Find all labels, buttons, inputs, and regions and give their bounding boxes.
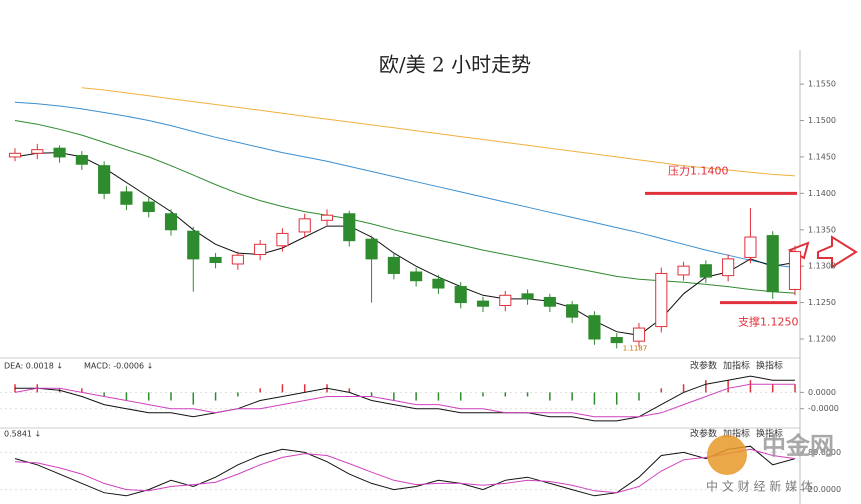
candle-body xyxy=(142,201,155,213)
toolbar-button[interactable]: 改参数 xyxy=(690,360,717,372)
annotation-label: 压力1.1400 xyxy=(668,164,729,177)
toolbar-button[interactable]: 改参数 xyxy=(690,428,717,440)
candle-body xyxy=(543,296,556,307)
candle-body xyxy=(677,265,690,276)
chart-title: 欧/美 2 小时走势 xyxy=(379,53,531,77)
candle-body xyxy=(476,300,490,307)
y-tick-label: 1.1350 xyxy=(808,225,836,234)
watermark-logo: 中金网 xyxy=(762,432,834,460)
candle-body xyxy=(387,256,400,274)
candle-body xyxy=(320,214,334,221)
candle-body xyxy=(53,147,66,158)
toolbar-button[interactable]: 加指标 xyxy=(723,360,750,372)
indicator-header: DEA: 0.0018 ↓ xyxy=(4,362,63,371)
candle-body xyxy=(164,213,178,231)
watermark-logo-icon xyxy=(707,435,747,475)
candle-body xyxy=(98,165,111,194)
candle-body xyxy=(365,238,378,260)
candle-body xyxy=(454,286,467,304)
y-tick-label: 1.1300 xyxy=(808,262,836,271)
candle-body xyxy=(254,243,267,256)
indicator-line xyxy=(14,448,796,494)
toolbar-button[interactable]: 换指标 xyxy=(756,428,783,440)
candle-body xyxy=(566,304,579,318)
watermark: 中金网 中 文 财 经 新 媒 体 xyxy=(706,432,834,494)
candle-body xyxy=(187,230,200,260)
candle-body xyxy=(588,315,601,340)
indicator-line xyxy=(81,87,796,177)
candle-body xyxy=(276,232,289,247)
candle-body xyxy=(298,218,311,233)
candle-body xyxy=(699,264,712,278)
candle-body xyxy=(610,337,623,344)
low-label: 1.1187 xyxy=(623,344,648,352)
candle-body xyxy=(231,254,244,265)
y-tick-label: 1.1450 xyxy=(808,152,836,161)
candle-body xyxy=(31,149,44,154)
candle-body xyxy=(744,236,757,258)
candle-body xyxy=(655,272,668,328)
y-tick-label: 80.0000 xyxy=(808,448,841,457)
candle-body xyxy=(410,271,423,282)
candle-body xyxy=(209,256,222,264)
candle-body xyxy=(120,191,133,205)
y-tick-label: 1.1500 xyxy=(808,116,836,125)
candle-body xyxy=(788,251,802,290)
candle-body xyxy=(432,278,445,289)
indicator-header: MACD: -0.0006 ↓ xyxy=(84,362,153,371)
candle-body xyxy=(75,154,88,165)
y-tick-label: 20.0000 xyxy=(808,485,841,494)
candle-body xyxy=(343,213,356,242)
indicator-line xyxy=(14,101,796,269)
indicator-line xyxy=(14,383,795,418)
y-tick-label: 1.1400 xyxy=(808,189,836,198)
toolbar-button[interactable]: 换指标 xyxy=(756,360,783,372)
watermark-slogan: 中 文 财 经 新 媒 体 xyxy=(706,479,813,494)
y-tick-label: 1.1200 xyxy=(808,334,836,343)
annotation-label: 支撑1.1250 xyxy=(738,315,799,329)
y-tick-label: -0.0000 xyxy=(808,404,839,413)
candle-body xyxy=(766,235,779,293)
indicator-line xyxy=(15,375,795,422)
y-tick-label: 1.1550 xyxy=(808,80,836,89)
indicator-header: 0.5841 ↓ xyxy=(4,430,41,439)
y-tick-label: 1.1250 xyxy=(808,298,836,307)
trend-arrow xyxy=(817,235,858,269)
candle-body xyxy=(8,152,22,158)
candle-body xyxy=(521,293,534,300)
candle-body xyxy=(632,327,646,342)
candle-body xyxy=(722,258,735,277)
y-tick-label: 0.0000 xyxy=(808,388,836,397)
candle-body xyxy=(499,294,512,306)
